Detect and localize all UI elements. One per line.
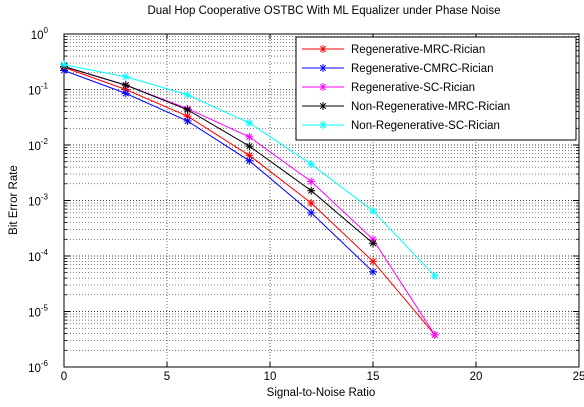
data-point: [369, 239, 377, 248]
chart-title: Dual Hop Cooperative OSTBC With ML Equal…: [147, 5, 500, 17]
legend-entry: Regenerative-SC-Rician: [302, 82, 475, 94]
data-point: [307, 199, 316, 208]
y-tick-label: 10-2: [28, 137, 48, 153]
data-point: [183, 105, 192, 114]
data-point: [245, 156, 254, 165]
y-tick-label: 10-3: [28, 193, 48, 209]
legend-marker: [319, 83, 327, 91]
legend-entry: Non-Regenerative-MRC-Rician: [302, 101, 510, 113]
axis-ticks: 0 5 10 15 20 25 100 10-1 10-2 10-3 10-4 10-5 10-6: [28, 26, 584, 383]
legend-label: Regenerative-MRC-Rician: [351, 44, 485, 56]
x-axis-label: Signal-to-Noise Ratio: [267, 387, 376, 399]
x-tick-label: 20: [470, 371, 483, 383]
data-point: [183, 112, 192, 121]
legend-box: [295, 36, 577, 141]
data-point: [369, 257, 377, 266]
data-point: [307, 160, 316, 169]
series-line: [63, 70, 374, 273]
legend-marker: [319, 45, 327, 53]
series-2: [60, 66, 377, 276]
data-point: [245, 151, 254, 160]
x-tick-label: 25: [573, 371, 584, 383]
legend-label: Regenerative-SC-Rician: [351, 82, 475, 94]
data-point: [245, 132, 254, 141]
y-tick-label: 100: [31, 26, 49, 42]
data-point: [307, 208, 316, 217]
legend-entry: Non-Regenerative-SC-Rician: [302, 120, 500, 132]
data-point: [60, 60, 68, 69]
data-point: [121, 81, 130, 90]
x-tick-label: 0: [61, 371, 67, 383]
legend-label: Regenerative-CMRC-Rician: [351, 63, 494, 75]
data-point: [121, 72, 130, 81]
legend-entry: Regenerative-CMRC-Rician: [302, 63, 494, 75]
data-point: [307, 177, 316, 186]
series-group: [60, 60, 439, 339]
legend-marker: [319, 121, 327, 129]
legend-label: Non-Regenerative-MRC-Rician: [351, 101, 510, 113]
data-point: [430, 330, 439, 339]
y-tick-label: 10-1: [28, 82, 48, 98]
legend-entry: Regenerative-MRC-Rician: [302, 44, 485, 56]
y-axis-label: Bit Error Rate: [8, 165, 20, 235]
data-point: [430, 271, 439, 280]
legend-marker: [319, 64, 327, 72]
x-tick-label: 5: [164, 371, 170, 383]
x-tick-label: 15: [367, 371, 380, 383]
legend: Regenerative-MRC-Rician Regenerative-CMRC…: [295, 36, 577, 141]
legend-label: Non-Regenerative-SC-Rician: [351, 120, 500, 132]
y-tick-label: 10-5: [28, 304, 48, 320]
y-tick-label: 10-6: [28, 359, 48, 375]
data-point: [183, 117, 192, 126]
data-point: [369, 206, 377, 215]
y-tick-label: 10-4: [28, 248, 48, 264]
legend-marker: [319, 102, 327, 110]
data-point: [369, 267, 377, 276]
data-point: [245, 118, 254, 127]
data-point: [121, 89, 130, 98]
data-point: [60, 66, 68, 75]
data-point: [307, 186, 316, 195]
data-point: [183, 90, 192, 99]
data-point: [245, 142, 254, 151]
series-line: [63, 66, 374, 244]
series-5: [60, 60, 439, 280]
x-tick-label: 10: [264, 371, 277, 383]
